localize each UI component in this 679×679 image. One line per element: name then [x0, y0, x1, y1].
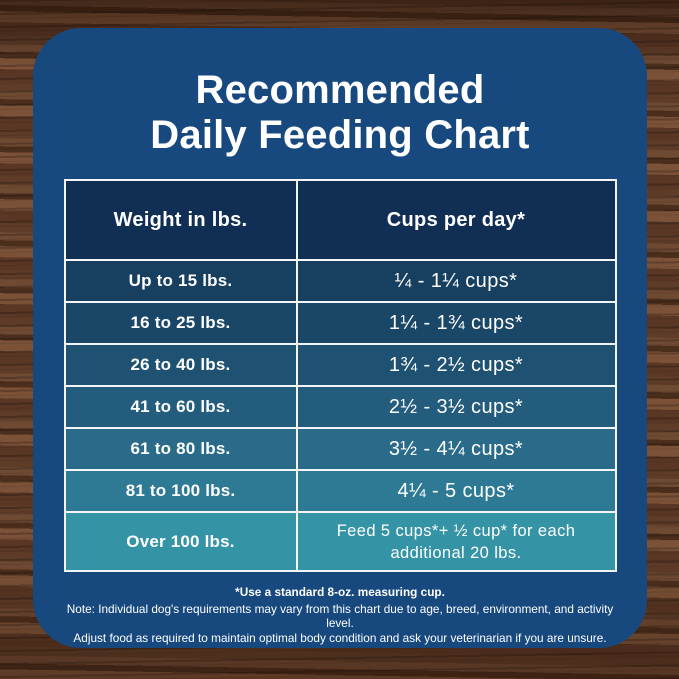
page-title-line2: Daily Feeding Chart	[150, 113, 530, 158]
feeding-chart-card: Recommended Daily Feeding Chart Weight i…	[33, 28, 647, 648]
weight-cell: 16 to 25 lbs.	[65, 303, 296, 344]
weight-cell: 26 to 40 lbs.	[65, 345, 296, 386]
cups-cell: Feed 5 cups*+ ½ cup* for each additional…	[297, 513, 615, 571]
weight-cell: 81 to 100 lbs.	[65, 471, 296, 512]
weight-cell: Up to 15 lbs.	[65, 261, 296, 302]
cups-cell: 1¾ - 2½ cups*	[297, 345, 615, 386]
footnotes: *Use a standard 8-oz. measuring cup. Not…	[60, 585, 620, 645]
weight-cell: Over 100 lbs.	[65, 513, 296, 571]
cups-cell: 1¼ - 1¾ cups*	[297, 303, 615, 344]
table-header-row: Weight in lbs. Cups per day*	[65, 181, 615, 260]
table-body: Up to 15 lbs. ¼ - 1¼ cups* 16 to 25 lbs. 1¼…	[65, 261, 615, 571]
table-row: 81 to 100 lbs. 4¼ - 5 cups*	[65, 471, 615, 512]
page-title: Recommended Daily Feeding Chart	[150, 68, 529, 158]
weight-cell: 41 to 60 lbs.	[65, 387, 296, 428]
disclaimer-line2: Adjust food as required to maintain opti…	[73, 630, 607, 645]
column-header-cups: Cups per day*	[297, 181, 615, 260]
disclaimer-line1: Note: Individual dog's requirements may …	[66, 601, 614, 631]
table-row: 26 to 40 lbs. 1¾ - 2½ cups*	[65, 345, 615, 386]
table-row: 61 to 80 lbs. 3½ - 4¼ cups*	[65, 429, 615, 470]
cups-cell: 3½ - 4¼ cups*	[297, 429, 615, 470]
column-header-weight: Weight in lbs.	[65, 181, 296, 260]
feeding-table: Weight in lbs. Cups per day* Up to 15 lb…	[63, 179, 617, 573]
cups-cell: 2½ - 3½ cups*	[297, 387, 615, 428]
table-row: Over 100 lbs. Feed 5 cups*+ ½ cup* for ea…	[65, 513, 615, 571]
table-row: Up to 15 lbs. ¼ - 1¼ cups*	[65, 261, 615, 302]
table-row: 41 to 60 lbs. 2½ - 3½ cups*	[65, 387, 615, 428]
measuring-cup-note: *Use a standard 8-oz. measuring cup.	[235, 585, 445, 600]
table-row: 16 to 25 lbs. 1¼ - 1¾ cups*	[65, 303, 615, 344]
page-title-line1: Recommended	[195, 68, 485, 112]
cups-cell: 4¼ - 5 cups*	[297, 471, 615, 512]
cups-cell: ¼ - 1¼ cups*	[297, 261, 615, 302]
weight-cell: 61 to 80 lbs.	[65, 429, 296, 470]
